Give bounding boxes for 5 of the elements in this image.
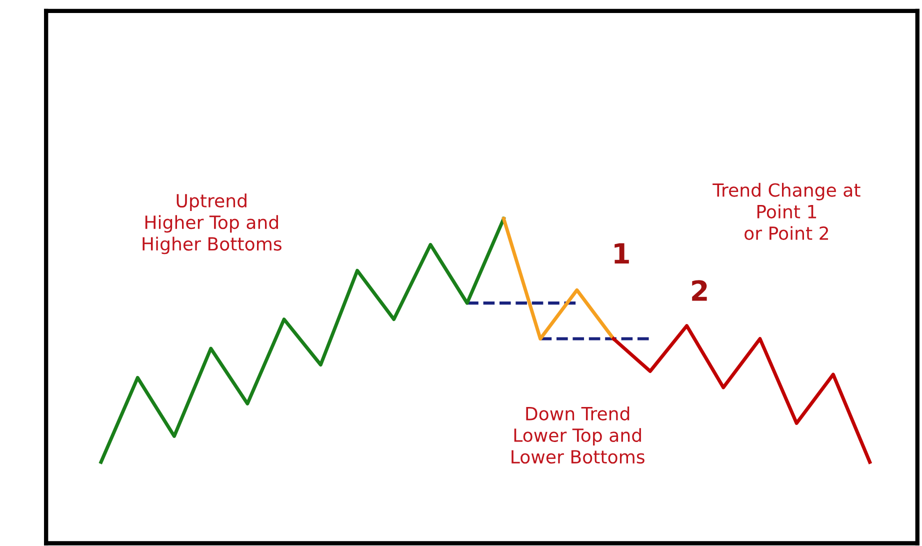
annotation: Down Trend Lower Top and Lower Bottoms (512, 406, 644, 464)
annotation: 1 (614, 243, 629, 264)
annotation: Uptrend Higher Top and Higher Bottoms (142, 194, 282, 254)
annotation: Trend Change at Point 1 or Point 2 (712, 182, 860, 240)
annotation: 2 (692, 280, 707, 301)
